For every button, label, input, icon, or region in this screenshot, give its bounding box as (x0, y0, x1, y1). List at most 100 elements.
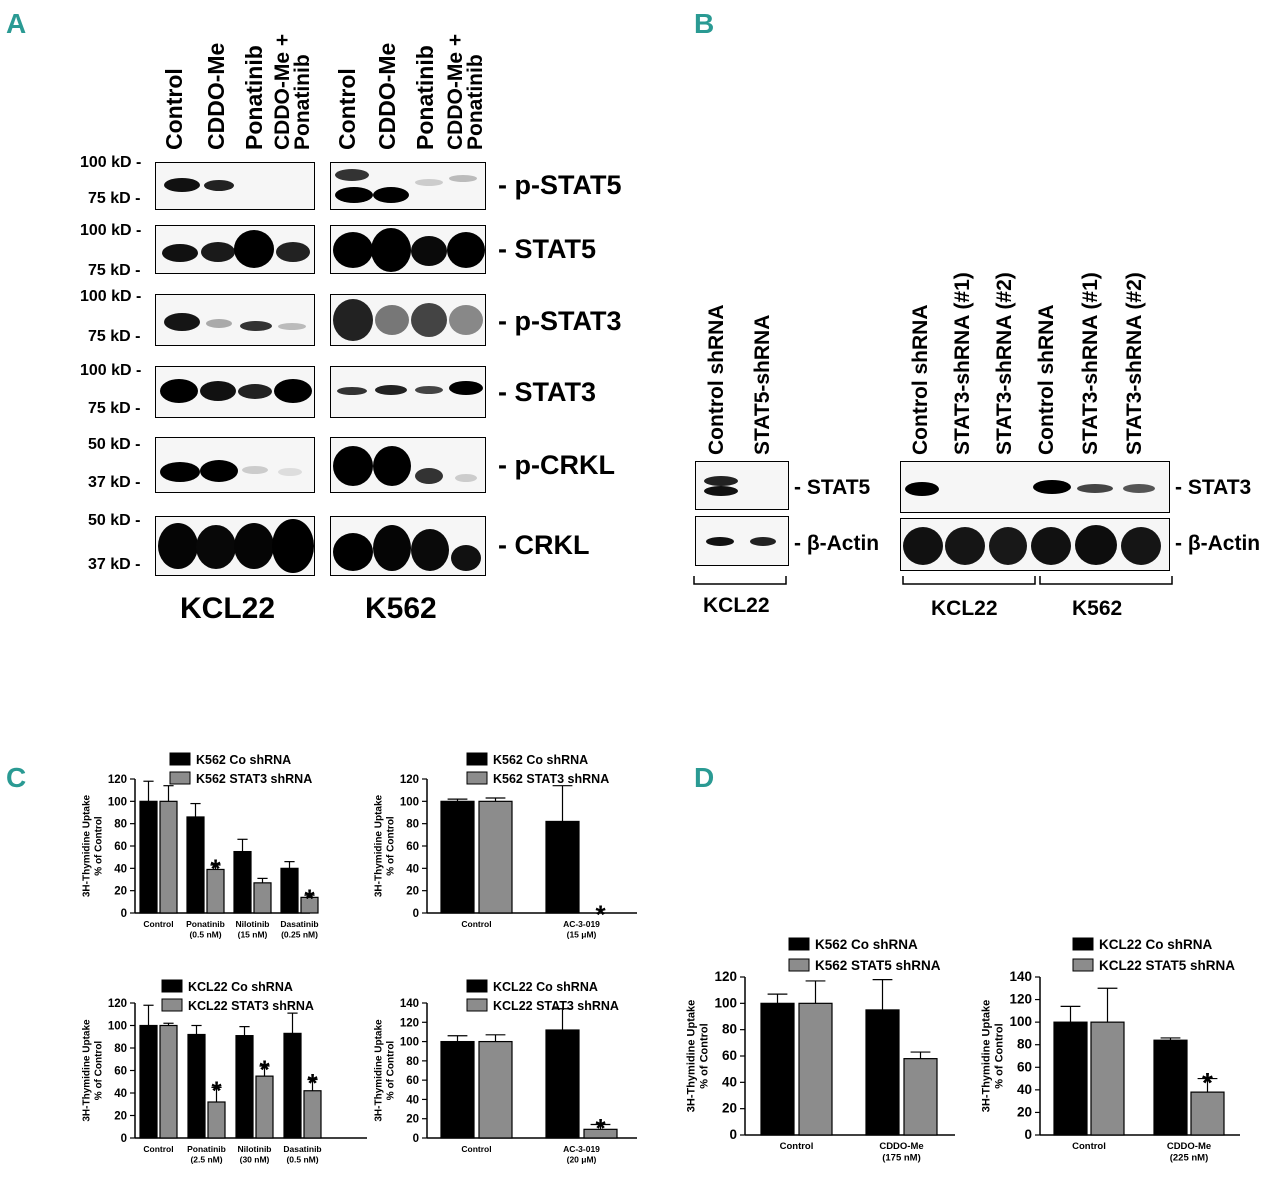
cell-line-b-left: KCL22 (703, 594, 770, 617)
legend-swatch-0 (169, 752, 191, 766)
blot-kcl22-pcrkl (155, 437, 315, 493)
y-tick-label: 80 (406, 1056, 419, 1068)
lane-label-b-r6: STAT3-shRNA (#2) (1123, 272, 1146, 455)
legend-label-0: K562 Co shRNA (196, 753, 291, 767)
bar (1090, 1021, 1125, 1136)
blot-b-kcl22-stat5 (695, 461, 789, 510)
protein-label-b-stat3: - STAT3 (1175, 476, 1252, 499)
marker-pcrkl-low: 37 kD - (88, 474, 141, 491)
marker-stat3-low: 75 kD - (88, 400, 141, 417)
x-tick-label: CDDO-Me (879, 1141, 923, 1152)
y-axis-title-line2: % of Control (699, 1023, 711, 1088)
protein-label-b-actin-right: - β-Actin (1175, 532, 1261, 555)
bar (440, 1040, 475, 1139)
y-tick-label: 120 (714, 969, 737, 984)
legend-label-1: K562 STAT3 shRNA (196, 772, 312, 786)
panel-letter-b: B (694, 8, 715, 39)
y-axis-title-line1: 3H-Thymidine Uptake (981, 1000, 993, 1112)
blot-k562-crkl (330, 516, 486, 576)
bar (253, 882, 272, 914)
x-tick-label: Control (143, 1144, 173, 1154)
y-tick-label: 120 (108, 998, 127, 1010)
y-tick-label: 0 (413, 908, 419, 920)
legend-swatch-0 (466, 979, 488, 993)
legend-label-1: KCL22 STAT3 shRNA (188, 999, 314, 1013)
panel-letter-d: D (694, 762, 715, 793)
y-tick-label: 20 (406, 886, 419, 898)
bar (207, 1101, 226, 1139)
bar (1153, 1039, 1188, 1136)
x-tick-label: (2.5 nM) (190, 1155, 222, 1165)
significance-star: * (595, 899, 606, 929)
x-tick-label: (15 nM) (238, 930, 268, 940)
bar (478, 800, 513, 914)
y-tick-label: 80 (114, 1043, 127, 1055)
bar (283, 1032, 302, 1139)
legend-swatch-0 (161, 979, 183, 993)
y-axis-title-line2: % of Control (93, 1041, 104, 1101)
y-tick-label: 0 (121, 1133, 127, 1145)
y-tick-label: 20 (1017, 1104, 1032, 1119)
y-tick-label: 100 (1009, 1014, 1032, 1029)
blot-kcl22-pstat3 (155, 294, 315, 346)
significance-star: * (595, 1113, 606, 1143)
y-tick-label: 100 (400, 796, 419, 808)
bar (235, 1035, 254, 1139)
significance-star: * (1202, 1067, 1213, 1098)
panel-b-brackets (693, 576, 1173, 585)
legend-swatch-0 (1072, 937, 1094, 951)
y-axis-title-line1: 3H-Thymidine Uptake (373, 1019, 384, 1122)
x-tick-label: Control (1072, 1141, 1106, 1152)
legend-label-0: K562 Co shRNA (815, 937, 918, 952)
bar (206, 868, 225, 914)
y-axis-title-line1: 3H-Thymidine Uptake (81, 794, 92, 897)
cell-line-b-k562: K562 (1072, 597, 1123, 620)
protein-label-crkl: - CRKL (498, 530, 590, 560)
y-tick-label: 80 (114, 819, 127, 831)
blot-b-kcl22-actin (695, 516, 789, 566)
bar (159, 1024, 178, 1139)
bar (187, 1033, 206, 1139)
x-tick-label: Control (461, 919, 491, 929)
blot-k562-pstat3 (330, 294, 486, 346)
y-tick-label: 40 (114, 1088, 127, 1100)
cell-line-kcl22: KCL22 (180, 592, 276, 625)
protein-label-stat5: - STAT5 (498, 234, 596, 264)
y-tick-label: 20 (406, 1114, 419, 1126)
marker-pstat3-high: 100 kD - (80, 288, 142, 305)
y-tick-label: 40 (406, 863, 419, 875)
y-tick-label: 40 (114, 863, 127, 875)
marker-stat3-high: 100 kD - (80, 362, 142, 379)
significance-star: * (307, 1068, 318, 1098)
chart-c4: KCL22 Co shRNA KCL22 STAT3 shRNA 0 20 40 60 80… (373, 979, 637, 1165)
protein-label-pstat3: - p-STAT3 (498, 306, 622, 336)
blot-k562-stat3 (330, 366, 486, 418)
panel-letter-c: C (6, 762, 27, 793)
bar (545, 1029, 580, 1139)
y-tick-label: 60 (1017, 1059, 1032, 1074)
blot-kcl22-pstat5 (155, 162, 315, 210)
significance-star: * (211, 1076, 222, 1106)
y-tick-label: 80 (406, 819, 419, 831)
blot-k562-stat5 (330, 225, 486, 274)
legend-label-1: K562 STAT3 shRNA (493, 772, 609, 786)
y-tick-label: 0 (121, 908, 127, 920)
bar (440, 800, 475, 914)
x-tick-label: Ponatinib (186, 919, 225, 929)
y-tick-label: 100 (400, 1037, 419, 1049)
blot-k562-pstat5 (330, 162, 486, 210)
y-tick-label: 140 (1009, 969, 1032, 984)
cell-line-k562: K562 (365, 592, 437, 625)
x-tick-label: (0.5 nM) (286, 1155, 318, 1165)
y-tick-label: 80 (1017, 1037, 1032, 1052)
chart-c3: KCL22 Co shRNA KCL22 STAT3 shRNA 0 20 40 60 80… (81, 979, 367, 1165)
y-tick-label: 120 (400, 774, 419, 786)
y-tick-label: 60 (114, 1066, 127, 1078)
marker-pstat5-low: 75 kD - (88, 190, 141, 207)
x-tick-label: Nilotinib (238, 1144, 272, 1154)
protein-label-pstat5: - p-STAT5 (498, 170, 622, 200)
x-tick-label: (20 μM) (567, 1155, 597, 1165)
marker-crkl-high: 50 kD - (88, 512, 141, 529)
y-tick-label: 0 (413, 1133, 419, 1145)
x-tick-label: Ponatinib (187, 1144, 226, 1154)
